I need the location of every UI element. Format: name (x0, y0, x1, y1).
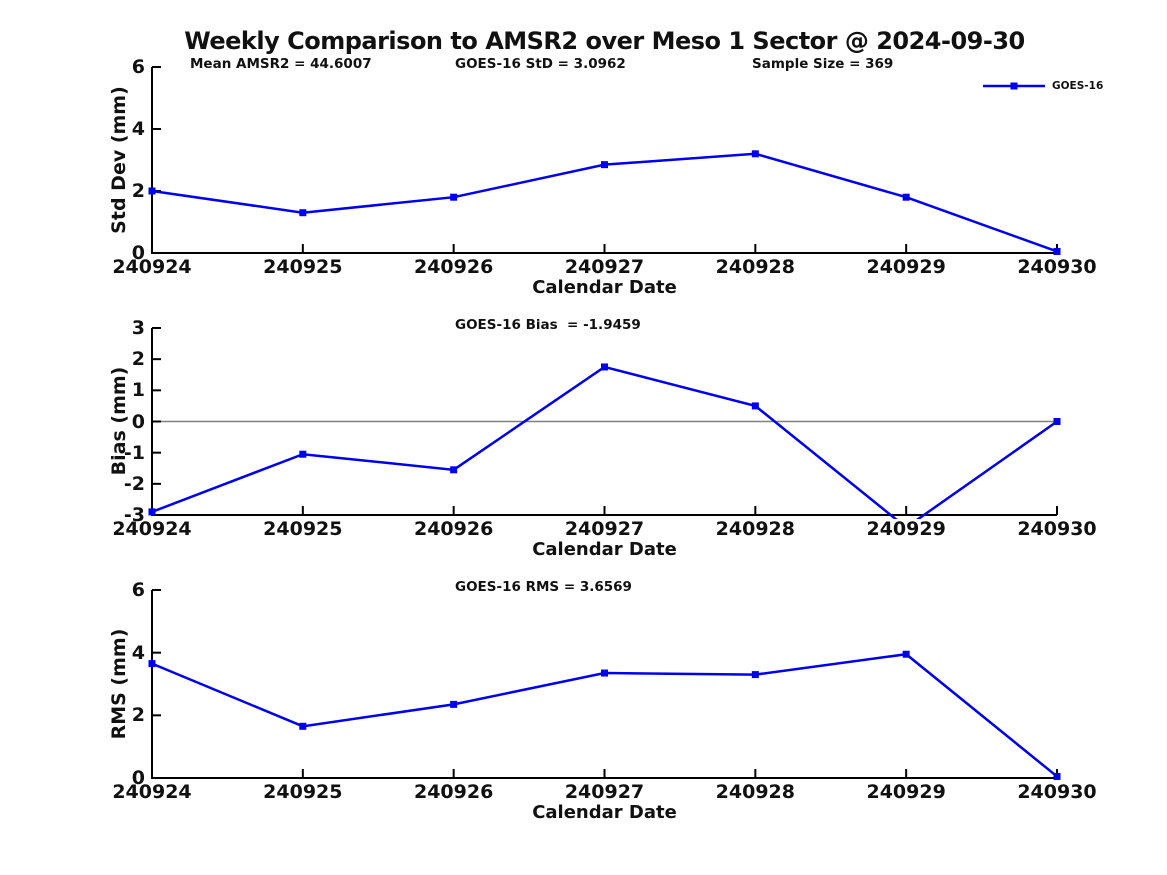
y-tick-label: 6 (131, 56, 145, 78)
y-tick-label: -3 (123, 504, 145, 526)
x-tick-label: 240928 (715, 518, 795, 540)
x-tick-label: 240925 (263, 781, 343, 803)
y-tick-label: 4 (131, 118, 145, 140)
rms-x-axis-label: Calendar Date (532, 802, 677, 823)
x-tick-label: 240924 (112, 781, 192, 803)
y-tick-label: 0 (131, 767, 145, 789)
stddev-x-axis-label: Calendar Date (532, 277, 677, 298)
x-tick-label: 240930 (1017, 781, 1097, 803)
y-tick-label: 1 (131, 379, 145, 402)
chart-title: Weekly Comparison to AMSR2 over Meso 1 S… (184, 27, 1025, 55)
x-tick-label: 240930 (1017, 518, 1097, 540)
bias-x-axis-label: Calendar Date (532, 539, 677, 560)
x-tick-label: 240929 (866, 781, 946, 803)
y-tick-label: 4 (131, 641, 145, 664)
x-tick-label: 240927 (564, 518, 645, 540)
y-tick-label: 2 (131, 348, 145, 371)
y-tick-label: 6 (131, 579, 145, 601)
x-tick-label: 240926 (413, 256, 494, 278)
annotation-goes16-bias: GOES-16 Bias = -1.9459 (455, 317, 641, 333)
annotation-mean-amsr2: Mean AMSR2 = 44.6007 (190, 56, 372, 72)
y-tick-label: 3 (131, 317, 145, 339)
legend-label-goes16: GOES-16 (1052, 80, 1104, 92)
annotation-sample-size: Sample Size = 369 (752, 56, 894, 72)
x-tick-label: 240929 (866, 256, 946, 278)
x-tick-label: 240926 (413, 781, 494, 803)
annotation-goes16-rms: GOES-16 RMS = 3.6569 (455, 579, 632, 595)
y-tick-label: 2 (131, 180, 145, 202)
x-tick-label: 240930 (1017, 256, 1097, 278)
y-tick-label: -1 (123, 441, 145, 464)
y-tick-label: -2 (123, 472, 145, 495)
x-tick-label: 240924 (112, 518, 192, 540)
x-tick-label: 240927 (564, 256, 645, 278)
x-tick-label: 240928 (715, 781, 795, 803)
x-tick-label: 240924 (112, 256, 192, 278)
annotation-goes16-std: GOES-16 StD = 3.0962 (455, 56, 626, 72)
x-tick-label: 240925 (263, 256, 343, 278)
x-tick-label: 240927 (564, 781, 645, 803)
x-tick-label: 240925 (263, 518, 343, 540)
y-tick-label: 0 (131, 242, 145, 264)
y-tick-label: 0 (131, 410, 145, 433)
y-tick-label: 2 (131, 704, 145, 727)
x-tick-label: 240929 (866, 518, 946, 540)
x-tick-label: 240926 (413, 518, 494, 540)
x-tick-label: 240928 (715, 256, 795, 278)
